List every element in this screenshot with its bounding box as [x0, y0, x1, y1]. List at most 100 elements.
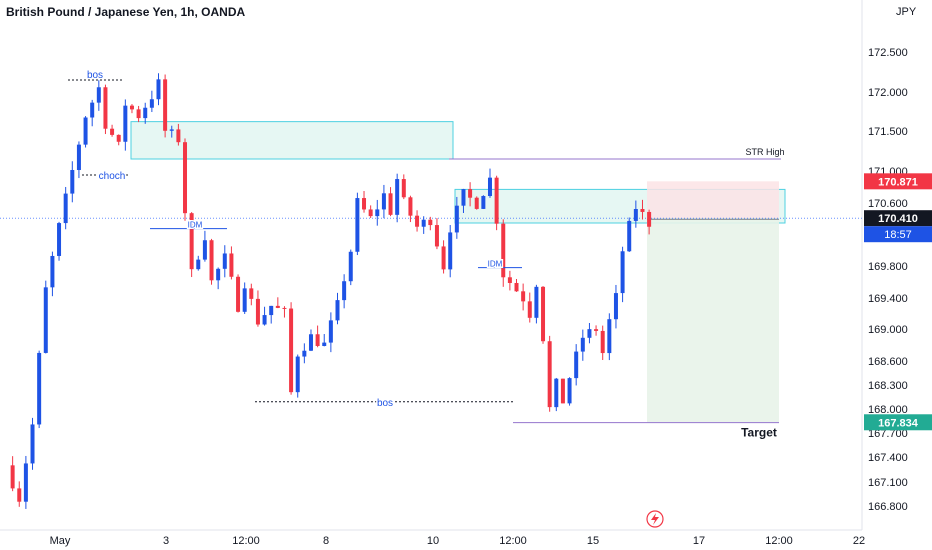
candle[interactable] [567, 378, 572, 404]
candle[interactable] [633, 209, 638, 221]
candle[interactable] [123, 105, 128, 142]
candle[interactable] [229, 253, 234, 277]
candle[interactable] [196, 259, 201, 270]
candle[interactable] [468, 189, 473, 198]
candle[interactable] [103, 87, 108, 129]
candle[interactable] [30, 424, 35, 464]
take-profit-zone[interactable] [647, 218, 779, 423]
candle[interactable] [76, 144, 81, 171]
candle[interactable] [481, 196, 486, 209]
candle[interactable] [461, 189, 466, 206]
candle[interactable] [143, 107, 148, 119]
candle[interactable] [23, 463, 28, 502]
candle[interactable] [541, 286, 546, 342]
candle[interactable] [282, 307, 287, 309]
candle[interactable] [83, 117, 88, 145]
candle[interactable] [613, 293, 618, 320]
candle[interactable] [10, 465, 15, 489]
candle[interactable] [521, 291, 526, 302]
candle[interactable] [395, 179, 400, 215]
candle[interactable] [17, 488, 22, 502]
candle[interactable] [368, 209, 373, 217]
candle[interactable] [640, 209, 645, 212]
candle[interactable] [415, 215, 420, 227]
candle[interactable] [441, 246, 446, 270]
candle[interactable] [96, 87, 101, 103]
candle[interactable] [375, 209, 380, 217]
candle[interactable] [322, 342, 327, 346]
candle[interactable] [527, 301, 532, 318]
candle[interactable] [209, 240, 214, 281]
candle[interactable] [136, 109, 141, 119]
candle[interactable] [302, 350, 307, 357]
candle[interactable] [242, 288, 247, 312]
candle[interactable] [249, 288, 254, 299]
candle[interactable] [560, 378, 565, 404]
candle[interactable] [110, 128, 115, 135]
candle[interactable] [129, 105, 134, 110]
candle[interactable] [335, 300, 340, 321]
candle[interactable] [580, 337, 585, 352]
candle[interactable] [202, 240, 207, 260]
candle[interactable] [408, 197, 413, 216]
candle[interactable] [315, 334, 320, 346]
candle[interactable] [255, 298, 260, 325]
candle[interactable] [156, 79, 161, 100]
candle[interactable] [70, 170, 75, 194]
candle[interactable] [494, 177, 499, 224]
candle[interactable] [50, 255, 55, 288]
candle[interactable] [57, 223, 62, 256]
candle[interactable] [600, 330, 605, 354]
candle[interactable] [183, 142, 188, 214]
candle[interactable] [295, 356, 300, 393]
candle[interactable] [381, 193, 386, 210]
candle[interactable] [342, 281, 347, 301]
candle[interactable] [647, 211, 652, 227]
candle[interactable] [43, 287, 48, 353]
candle[interactable] [308, 334, 313, 351]
candle[interactable] [448, 232, 453, 270]
candle[interactable] [574, 351, 579, 379]
candle[interactable] [262, 315, 267, 325]
candle[interactable] [37, 352, 42, 425]
candle[interactable] [63, 193, 68, 224]
candle[interactable] [163, 79, 168, 131]
candle[interactable] [116, 134, 121, 142]
candle[interactable] [388, 193, 393, 215]
candle[interactable] [487, 177, 492, 197]
candle[interactable] [169, 129, 174, 131]
candle[interactable] [501, 223, 506, 278]
candle[interactable] [362, 198, 367, 210]
candle[interactable] [454, 205, 459, 233]
candle[interactable] [514, 282, 519, 292]
candle[interactable] [534, 286, 539, 318]
candle[interactable] [149, 99, 154, 108]
candle[interactable] [607, 319, 612, 354]
candle[interactable] [620, 251, 625, 294]
candle[interactable] [627, 220, 632, 252]
candle[interactable] [507, 277, 512, 283]
candle[interactable] [222, 253, 227, 269]
candle[interactable] [474, 197, 479, 209]
candle[interactable] [554, 378, 559, 408]
candle[interactable] [401, 179, 406, 198]
candle[interactable] [269, 305, 274, 316]
candle[interactable] [348, 251, 353, 282]
candle[interactable] [594, 329, 599, 331]
candle[interactable] [355, 198, 360, 252]
candle[interactable] [289, 308, 294, 393]
candle[interactable] [275, 305, 280, 308]
candle[interactable] [421, 219, 426, 227]
candle[interactable] [428, 219, 433, 226]
candle[interactable] [587, 329, 592, 338]
candle[interactable] [236, 276, 241, 312]
candle[interactable] [547, 341, 552, 408]
candle[interactable] [434, 225, 439, 247]
candle[interactable] [90, 102, 95, 118]
candle[interactable] [216, 268, 221, 281]
candle[interactable] [189, 213, 194, 270]
candle[interactable] [176, 129, 181, 143]
candle[interactable] [328, 320, 333, 343]
stop-loss-zone[interactable] [647, 181, 779, 219]
